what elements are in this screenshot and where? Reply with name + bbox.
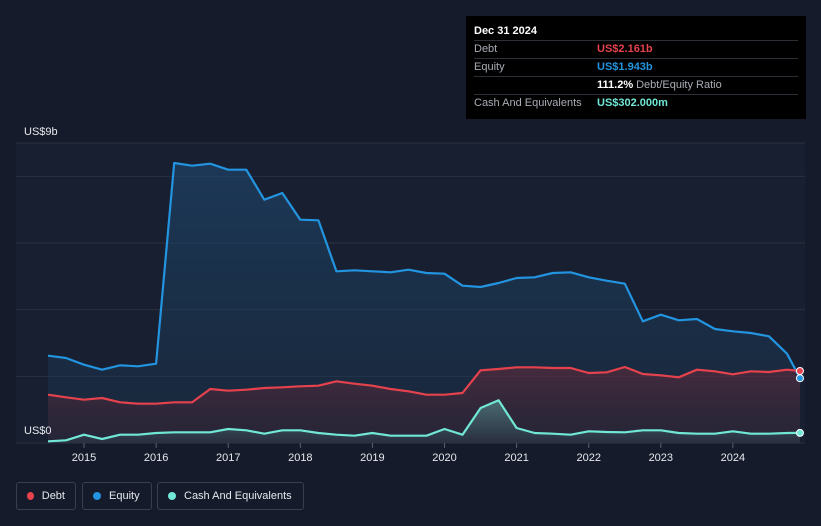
x-tick-label: 2023 bbox=[649, 452, 673, 464]
tooltip-row-ratio: 111.2% Debt/Equity Ratio bbox=[474, 77, 798, 95]
tooltip-ratio-spacer bbox=[474, 77, 597, 94]
x-axis-ticks: 2015 2016 2017 2018 2019 2020 2021 2022 2023 2024 bbox=[72, 443, 745, 464]
ratio-percent: 111.2% bbox=[597, 79, 634, 91]
tooltip-debt-label: Debt bbox=[474, 43, 498, 55]
legend-item-equity[interactable]: Equity bbox=[82, 482, 152, 510]
cash-dot-icon bbox=[168, 492, 176, 500]
x-tick-label: 2015 bbox=[72, 452, 96, 464]
debt-dot-icon bbox=[27, 492, 34, 500]
legend-item-cash[interactable]: Cash And Equivalents bbox=[157, 482, 304, 510]
tooltip-row-cash: Cash And Equivalents US$302.000m bbox=[474, 95, 798, 112]
cash-line bbox=[47, 399, 801, 443]
x-tick-label: 2024 bbox=[721, 452, 745, 464]
equity-line bbox=[47, 161, 801, 379]
debt-line bbox=[47, 365, 801, 405]
series-lines bbox=[47, 161, 801, 443]
debt-area bbox=[48, 367, 800, 443]
legend-item-debt[interactable]: Debt bbox=[16, 482, 76, 510]
legend-equity-label: Equity bbox=[109, 490, 140, 502]
equity-dot-icon bbox=[93, 492, 101, 500]
x-tick-label: 2019 bbox=[360, 452, 384, 464]
tooltip-row-equity: Equity US$1.943b bbox=[474, 59, 798, 77]
x-tick-label: 2022 bbox=[576, 452, 600, 464]
tooltip-cash-label: Cash And Equivalents bbox=[474, 97, 582, 109]
x-tick-label: 2018 bbox=[288, 452, 312, 464]
tooltip-equity-value: US$1.943b bbox=[597, 61, 653, 73]
debt-end-point bbox=[795, 366, 804, 375]
tooltip-equity-label: Equity bbox=[474, 61, 505, 73]
ratio-label: Debt/Equity Ratio bbox=[636, 79, 722, 91]
legend-cash-label: Cash And Equivalents bbox=[184, 490, 292, 502]
tooltip-ratio-value: 111.2% Debt/Equity Ratio bbox=[597, 77, 722, 94]
data-tooltip: Dec 31 2024 Debt US$2.161b Equity US$1.9… bbox=[466, 16, 806, 119]
x-tick-label: 2020 bbox=[432, 452, 456, 464]
equity-end-point bbox=[795, 374, 804, 383]
x-tick-label: 2021 bbox=[504, 452, 528, 464]
x-tick-label: 2017 bbox=[216, 452, 240, 464]
y-axis-min-label: US$0 bbox=[24, 425, 52, 437]
tooltip-debt-value: US$2.161b bbox=[597, 43, 653, 55]
x-tick-label: 2016 bbox=[144, 452, 168, 464]
tooltip-row-debt: Debt US$2.161b bbox=[474, 41, 798, 59]
tooltip-date: Dec 31 2024 bbox=[474, 22, 798, 41]
end-markers bbox=[795, 366, 804, 437]
y-axis-max-label: US$9b bbox=[24, 126, 58, 138]
cash-end-point bbox=[795, 428, 804, 437]
legend-debt-label: Debt bbox=[41, 490, 65, 502]
tooltip-cash-value: US$302.000m bbox=[597, 97, 668, 109]
